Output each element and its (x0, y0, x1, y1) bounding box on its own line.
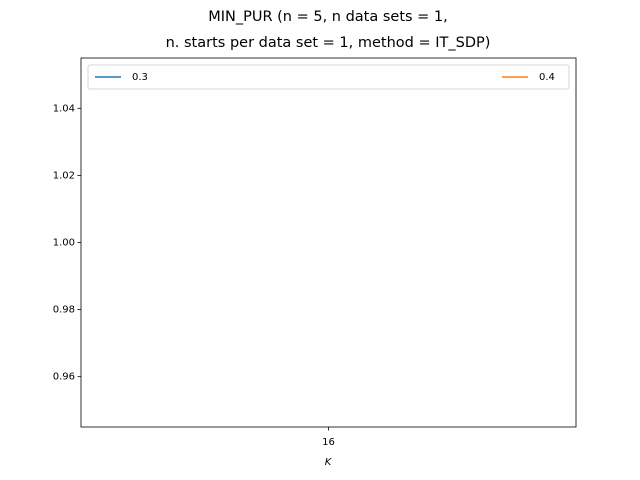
x-axis-label: K (325, 457, 333, 468)
plot-frame (80, 57, 577, 428)
legend-box (87, 64, 570, 90)
chart-title-line: n. starts per data set = 1, method = IT_… (166, 35, 491, 51)
y-tick-label: 0.96 (53, 372, 75, 383)
y-tick-label: 1.04 (53, 103, 75, 114)
chart-title-line: MIN_PUR (n = 5, n data sets = 1, (208, 9, 448, 25)
legend-label: 0.3 (132, 72, 148, 83)
y-tick-label: 1.02 (53, 170, 75, 181)
x-tick-label: 16 (322, 437, 335, 448)
legend-label: 0.4 (539, 72, 555, 83)
y-tick-label: 1.00 (53, 238, 75, 249)
y-tick-label: 0.98 (53, 305, 75, 316)
